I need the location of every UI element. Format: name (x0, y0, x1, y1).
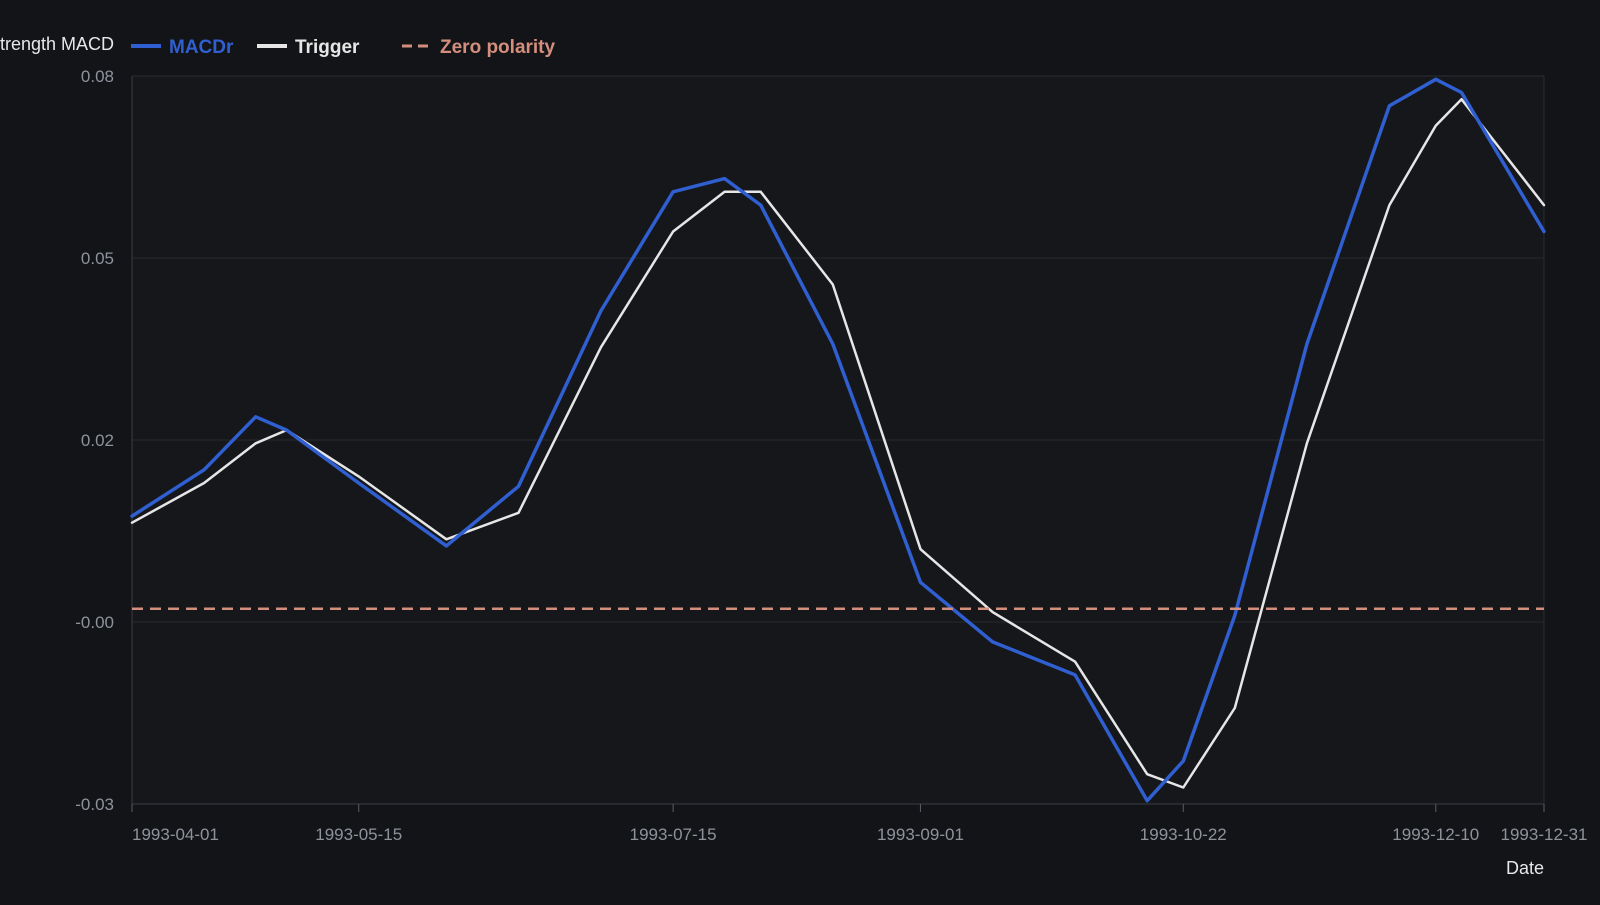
y-tick-label: 0.08 (81, 67, 114, 86)
series-lines (130, 77, 1546, 803)
x-tick-label: 1993-07-15 (630, 825, 717, 844)
y-axis-label: Strength MACD (0, 34, 114, 54)
x-tick-label: 1993-04-01 (132, 825, 219, 844)
legend-label: Trigger (295, 37, 360, 58)
y-tick-label: 0.05 (81, 249, 114, 268)
y-tick-label: -0.00 (75, 613, 114, 632)
x-axis-label: Date (1506, 858, 1544, 878)
x-tick-label: 1993-12-31 (1501, 825, 1588, 844)
x-tick-label: 1993-05-15 (315, 825, 402, 844)
series-line-trigger (130, 97, 1546, 789)
x-tick-label: 1993-09-01 (877, 825, 964, 844)
x-tick-label: 1993-10-22 (1140, 825, 1227, 844)
series-line-macdr (130, 77, 1546, 803)
y-tick-label: -0.03 (75, 795, 114, 814)
legend: MACDr Trigger Zero polarity (131, 37, 556, 58)
axes: 0.08 0.05 0.02 -0.00 -0.03 1993-04-01 1993-05-… (75, 67, 1587, 844)
legend-label: Zero polarity (440, 37, 556, 58)
x-tick-label: 1993-12-10 (1392, 825, 1479, 844)
y-tick-label: 0.02 (81, 431, 114, 450)
legend-label: MACDr (169, 37, 234, 58)
